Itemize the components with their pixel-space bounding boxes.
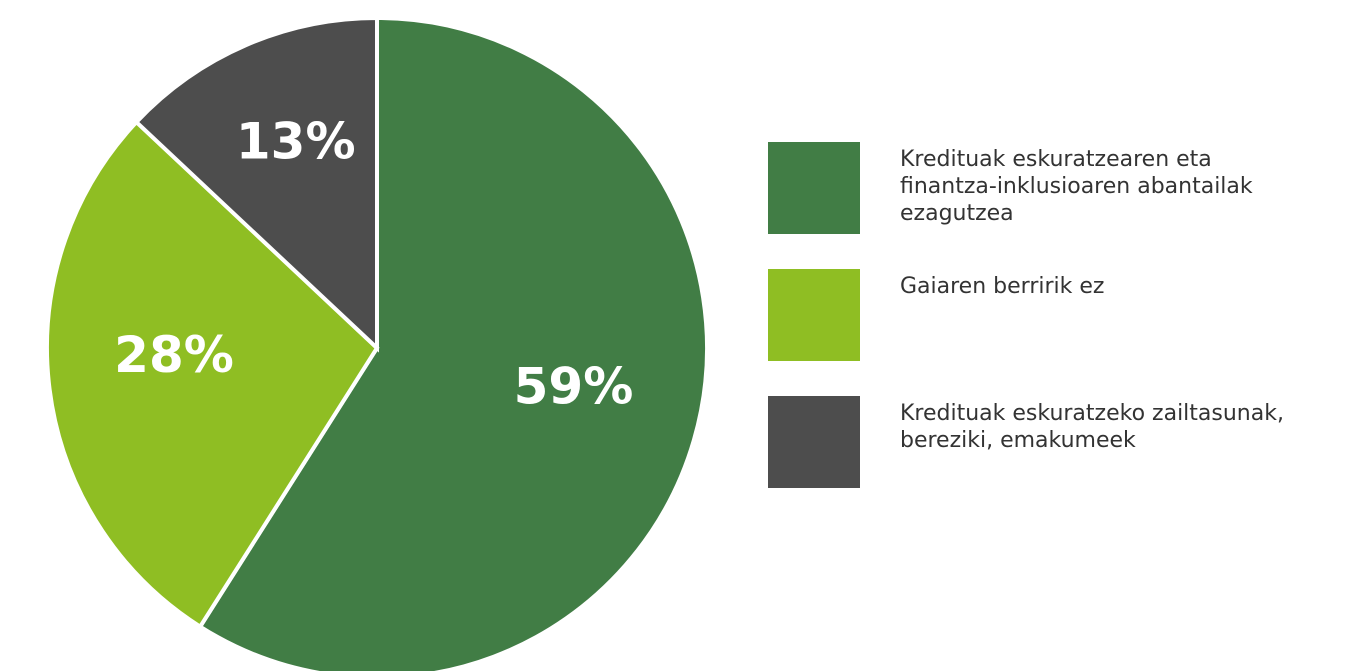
legend-swatch xyxy=(768,269,860,361)
pie-slice xyxy=(133,15,379,353)
pie-slice xyxy=(197,15,709,671)
legend-label: Kredituak eskuratzeko zailtasunak, berez… xyxy=(900,401,1284,453)
legend-swatch xyxy=(768,396,860,488)
legend-label: Kredituak eskuratzearen eta finantza-ink… xyxy=(900,147,1253,226)
legend-item: Kredituak eskuratzeko zailtasunak, berez… xyxy=(768,396,1284,488)
legend-label: Gaiaren berririk ez xyxy=(900,274,1105,299)
slice-label: 13% xyxy=(236,113,356,171)
legend-item: Kredituak eskuratzearen eta finantza-ink… xyxy=(768,142,1253,234)
slice-label: 28% xyxy=(114,326,234,384)
legend-swatch xyxy=(768,142,860,234)
slice-label: 59% xyxy=(514,358,634,416)
pie-slice xyxy=(45,119,380,630)
legend-item: Gaiaren berririk ez xyxy=(768,269,1104,361)
